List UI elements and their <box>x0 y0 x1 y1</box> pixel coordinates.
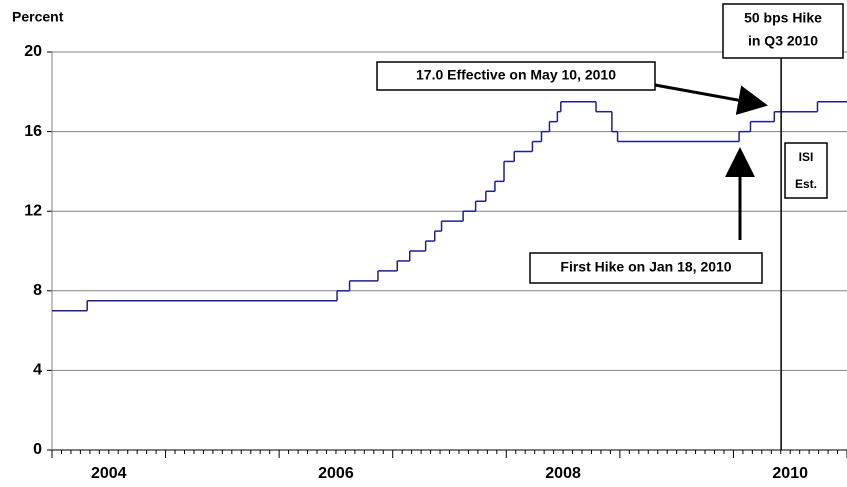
annotation-box <box>784 142 828 199</box>
x-tick-label: 2010 <box>772 465 808 482</box>
y-tick-label: 8 <box>33 282 42 299</box>
annotation-box <box>529 252 763 284</box>
annotation-box <box>376 61 656 91</box>
x-tick-label: 2004 <box>91 465 127 482</box>
y-tick-label: 16 <box>24 123 42 140</box>
annotation: in Q3 2010 <box>748 33 818 49</box>
y-axis-label: Percent <box>12 9 64 25</box>
y-tick-label: 20 <box>24 43 42 60</box>
arrow <box>654 83 768 115</box>
y-tick-label: 0 <box>33 441 42 458</box>
annotation: 50 bps Hike <box>744 10 822 26</box>
y-tick-label: 12 <box>24 202 42 219</box>
annotation: Est. <box>795 177 817 191</box>
annotation: First Hike on Jan 18, 2010 <box>560 259 731 275</box>
annotation: 17.0 Effective on May 10, 2010 <box>416 67 616 83</box>
plot-area: 0 4 8 12 16 20 2004 2006 2008 2010 <box>24 43 847 482</box>
annotation: ISI <box>799 150 814 164</box>
x-tick-label: 2006 <box>318 465 354 482</box>
y-tick-label: 4 <box>33 362 42 379</box>
annotation-box <box>722 3 844 59</box>
x-tick-label: 2008 <box>545 465 581 482</box>
